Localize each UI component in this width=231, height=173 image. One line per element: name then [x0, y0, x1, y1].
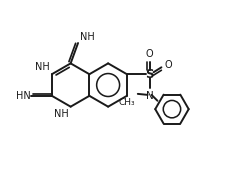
Text: NH: NH — [54, 109, 68, 119]
Text: O: O — [145, 49, 153, 60]
Text: O: O — [164, 60, 171, 70]
Text: S: S — [145, 68, 153, 81]
Text: N: N — [145, 91, 153, 101]
Text: NH: NH — [35, 62, 50, 72]
Text: HN: HN — [15, 91, 30, 101]
Text: NH: NH — [80, 32, 94, 42]
Text: CH₃: CH₃ — [118, 98, 134, 107]
